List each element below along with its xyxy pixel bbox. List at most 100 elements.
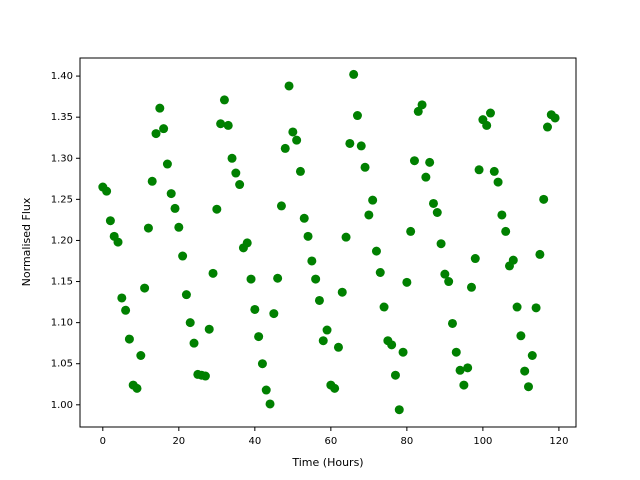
y-tick-label: 1.40	[51, 71, 73, 82]
point	[512, 302, 522, 312]
point	[406, 226, 416, 236]
point	[409, 156, 419, 166]
point	[451, 347, 461, 357]
point	[523, 382, 533, 392]
point	[379, 302, 389, 312]
point	[162, 159, 172, 169]
point	[428, 198, 438, 208]
point	[117, 293, 127, 303]
y-tick-label: 1.00	[51, 400, 73, 411]
point	[124, 334, 134, 344]
point	[470, 254, 480, 264]
point	[444, 277, 454, 287]
point	[497, 210, 507, 220]
point	[288, 127, 298, 137]
point	[485, 108, 495, 118]
point	[364, 210, 374, 220]
point	[440, 269, 450, 279]
point	[178, 251, 188, 261]
point	[550, 113, 560, 123]
point	[311, 274, 321, 284]
point	[459, 380, 469, 390]
point	[535, 249, 545, 259]
x-axis-label: Time (Hours)	[291, 456, 363, 469]
point	[356, 141, 366, 151]
point	[292, 135, 302, 145]
point	[520, 366, 530, 376]
point	[387, 340, 397, 350]
point	[185, 318, 195, 328]
point	[542, 122, 552, 132]
point	[242, 238, 252, 248]
point	[330, 383, 340, 393]
point	[257, 359, 267, 369]
point	[151, 129, 161, 139]
point	[159, 124, 169, 134]
point	[235, 180, 245, 190]
point	[371, 246, 381, 256]
point	[349, 69, 359, 79]
point	[341, 232, 351, 242]
point	[360, 162, 370, 172]
x-tick-label: 100	[473, 436, 492, 447]
x-tick-label: 60	[324, 436, 337, 447]
y-tick-label: 1.20	[51, 235, 73, 246]
point	[466, 282, 476, 292]
point	[322, 325, 332, 335]
x-tick-label: 40	[248, 436, 261, 447]
point	[113, 237, 123, 247]
point	[174, 222, 184, 232]
point	[227, 153, 237, 163]
point	[273, 273, 283, 283]
point	[155, 103, 165, 113]
point	[143, 223, 153, 233]
point	[216, 119, 226, 129]
point	[482, 120, 492, 130]
plot-frame	[79, 57, 577, 428]
point	[508, 255, 518, 265]
point	[200, 371, 210, 381]
point	[219, 95, 229, 105]
point	[447, 318, 457, 328]
point	[303, 231, 313, 241]
point	[318, 336, 328, 346]
x-tick-label: 0	[100, 436, 106, 447]
point	[432, 208, 442, 218]
point	[516, 331, 526, 341]
point	[345, 138, 355, 148]
point	[254, 332, 264, 342]
point	[147, 176, 157, 186]
point	[246, 274, 256, 284]
point	[204, 324, 214, 334]
point	[132, 383, 142, 393]
point	[368, 195, 378, 205]
point	[390, 370, 400, 380]
point	[394, 405, 404, 415]
point	[493, 177, 503, 187]
point	[527, 351, 537, 361]
point	[181, 290, 191, 300]
y-axis-label: Normalised Flux	[20, 197, 33, 286]
point	[375, 267, 385, 277]
point	[269, 309, 279, 319]
point	[140, 283, 150, 293]
point	[352, 111, 362, 121]
x-tick-label: 20	[172, 436, 185, 447]
point	[136, 351, 146, 361]
point	[307, 256, 317, 266]
point	[337, 287, 347, 297]
y-tick-label: 1.35	[51, 112, 73, 123]
point	[398, 347, 408, 357]
point	[299, 213, 309, 223]
point	[105, 216, 115, 226]
point	[539, 194, 549, 204]
point	[489, 166, 499, 176]
point	[455, 365, 465, 375]
point	[413, 106, 423, 116]
point	[531, 303, 541, 313]
point	[425, 157, 435, 167]
point	[189, 338, 199, 348]
point	[212, 204, 222, 214]
point	[402, 277, 412, 287]
